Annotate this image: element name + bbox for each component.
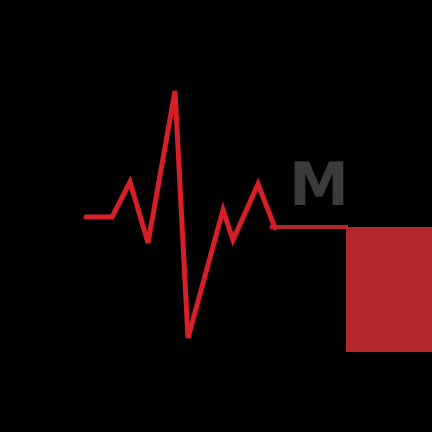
logo-letter: M (289, 150, 349, 220)
heartbeat-pulse-icon (83, 90, 278, 339)
red-block (346, 227, 432, 352)
